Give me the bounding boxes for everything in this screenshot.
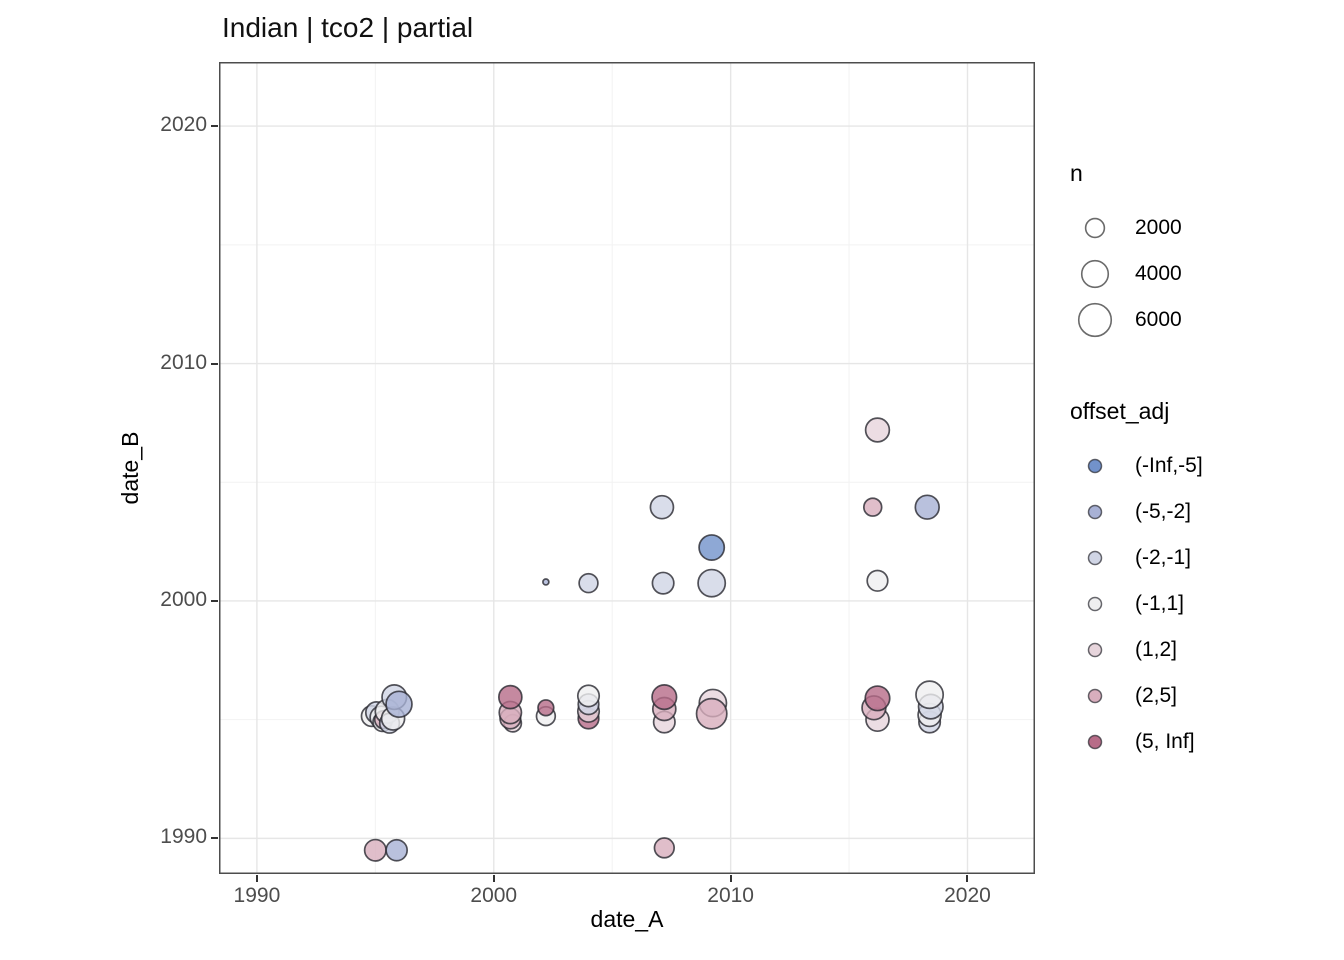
color-legend-rows: (-Inf,-5] (-5,-2] (-2,-1] (-1,1] (1,2] (2,5] (… bbox=[1068, 443, 1203, 765]
color-legend-item: (-1,1] bbox=[1068, 581, 1203, 627]
x-tick-label: 2010 bbox=[707, 884, 754, 907]
data-point bbox=[578, 572, 599, 594]
plot-panel bbox=[219, 62, 1035, 874]
size-key-circle-icon bbox=[1077, 302, 1113, 338]
data-point bbox=[649, 494, 675, 520]
data-point bbox=[363, 838, 387, 862]
y-tick-mark bbox=[211, 837, 218, 840]
color-legend-label: (-2,-1] bbox=[1135, 546, 1192, 569]
color-legend-item: (-5,-2] bbox=[1068, 489, 1203, 535]
data-point bbox=[914, 494, 940, 520]
x-tick-label: 2000 bbox=[470, 884, 518, 907]
data-point bbox=[385, 838, 408, 862]
x-axis-label: date_A bbox=[590, 906, 664, 932]
data-point bbox=[651, 684, 678, 711]
size-legend-item: 4000 bbox=[1068, 251, 1182, 297]
size-key-circle-icon bbox=[1084, 217, 1106, 239]
y-tick-mark bbox=[211, 362, 218, 365]
size-legend-label: 6000 bbox=[1135, 308, 1182, 331]
x-tick-mark bbox=[966, 875, 969, 882]
color-legend-label: (1,2] bbox=[1135, 638, 1178, 661]
color-legend-key bbox=[1068, 548, 1122, 568]
color-legend-item: (1,2] bbox=[1068, 627, 1203, 673]
panel-border bbox=[219, 62, 1035, 874]
size-legend-key bbox=[1068, 209, 1122, 247]
size-legend-item: 6000 bbox=[1068, 297, 1182, 343]
size-legend-label: 2000 bbox=[1135, 216, 1182, 239]
x-tick-mark bbox=[492, 875, 495, 882]
color-key-circle-icon bbox=[1087, 550, 1103, 566]
data-point bbox=[653, 837, 676, 859]
data-point bbox=[542, 578, 550, 586]
data-point bbox=[862, 497, 883, 517]
color-legend-item: (2,5] bbox=[1068, 673, 1203, 719]
data-point bbox=[576, 684, 601, 708]
x-tick-mark bbox=[255, 875, 258, 882]
y-tick-label: 2000 bbox=[160, 587, 207, 611]
x-tick-mark bbox=[729, 875, 732, 882]
size-key-circle-icon bbox=[1080, 259, 1110, 289]
color-legend: offset_adj (-Inf,-5] (-5,-2] (-2,-1] (-1,1]… bbox=[1068, 398, 1203, 765]
color-legend-key bbox=[1068, 456, 1122, 476]
plot-title: Indian | tco2 | partial bbox=[222, 12, 474, 43]
color-legend-item: (5, Inf] bbox=[1068, 719, 1203, 765]
data-point bbox=[385, 690, 413, 719]
data-point bbox=[695, 697, 728, 730]
y-tick-label: 1990 bbox=[160, 825, 207, 849]
color-legend-key bbox=[1068, 502, 1122, 522]
color-key-circle-icon bbox=[1087, 734, 1103, 750]
color-legend-label: (-Inf,-5] bbox=[1135, 454, 1203, 477]
color-legend-label: (2,5] bbox=[1135, 684, 1178, 707]
color-key-circle-icon bbox=[1087, 596, 1103, 612]
size-legend-label: 4000 bbox=[1135, 262, 1182, 285]
y-tick-mark bbox=[211, 125, 218, 128]
color-legend-item: (-2,-1] bbox=[1068, 535, 1203, 581]
data-point bbox=[698, 534, 726, 561]
color-key-circle-icon bbox=[1087, 504, 1103, 520]
color-legend-key bbox=[1068, 640, 1122, 660]
color-legend-label: (5, Inf] bbox=[1135, 730, 1195, 753]
y-axis-label: date_B bbox=[117, 431, 143, 505]
color-legend-label: (-5,-2] bbox=[1135, 500, 1192, 523]
color-key-circle-icon bbox=[1087, 458, 1103, 474]
data-point bbox=[864, 417, 891, 443]
color-legend-key bbox=[1068, 686, 1122, 706]
data-point bbox=[497, 684, 523, 710]
size-legend-key bbox=[1068, 255, 1122, 293]
y-tick-label: 2020 bbox=[160, 113, 207, 137]
size-legend: n 2000 4000 6000 bbox=[1068, 160, 1182, 343]
size-legend-item: 2000 bbox=[1068, 205, 1182, 251]
x-tick-label: 2020 bbox=[944, 884, 991, 907]
y-tick-mark bbox=[211, 599, 218, 602]
color-key-circle-icon bbox=[1087, 642, 1103, 658]
data-point bbox=[537, 699, 555, 717]
color-legend-key bbox=[1068, 732, 1122, 752]
color-key-circle-icon bbox=[1087, 688, 1103, 704]
size-legend-key bbox=[1068, 301, 1122, 339]
color-legend-item: (-Inf,-5] bbox=[1068, 443, 1203, 489]
data-point bbox=[697, 568, 727, 598]
size-legend-title: n bbox=[1070, 160, 1083, 186]
data-point bbox=[864, 685, 891, 712]
color-legend-label: (-1,1] bbox=[1135, 592, 1185, 615]
color-legend-key bbox=[1068, 594, 1122, 614]
data-point bbox=[915, 680, 945, 710]
data-point bbox=[866, 569, 889, 592]
size-legend-rows: 2000 4000 6000 bbox=[1068, 205, 1182, 343]
panel-background bbox=[219, 62, 1035, 874]
x-tick-label: 1990 bbox=[233, 884, 281, 907]
color-legend-title: offset_adj bbox=[1070, 398, 1170, 424]
y-tick-label: 2010 bbox=[160, 350, 207, 374]
data-point bbox=[651, 571, 675, 595]
